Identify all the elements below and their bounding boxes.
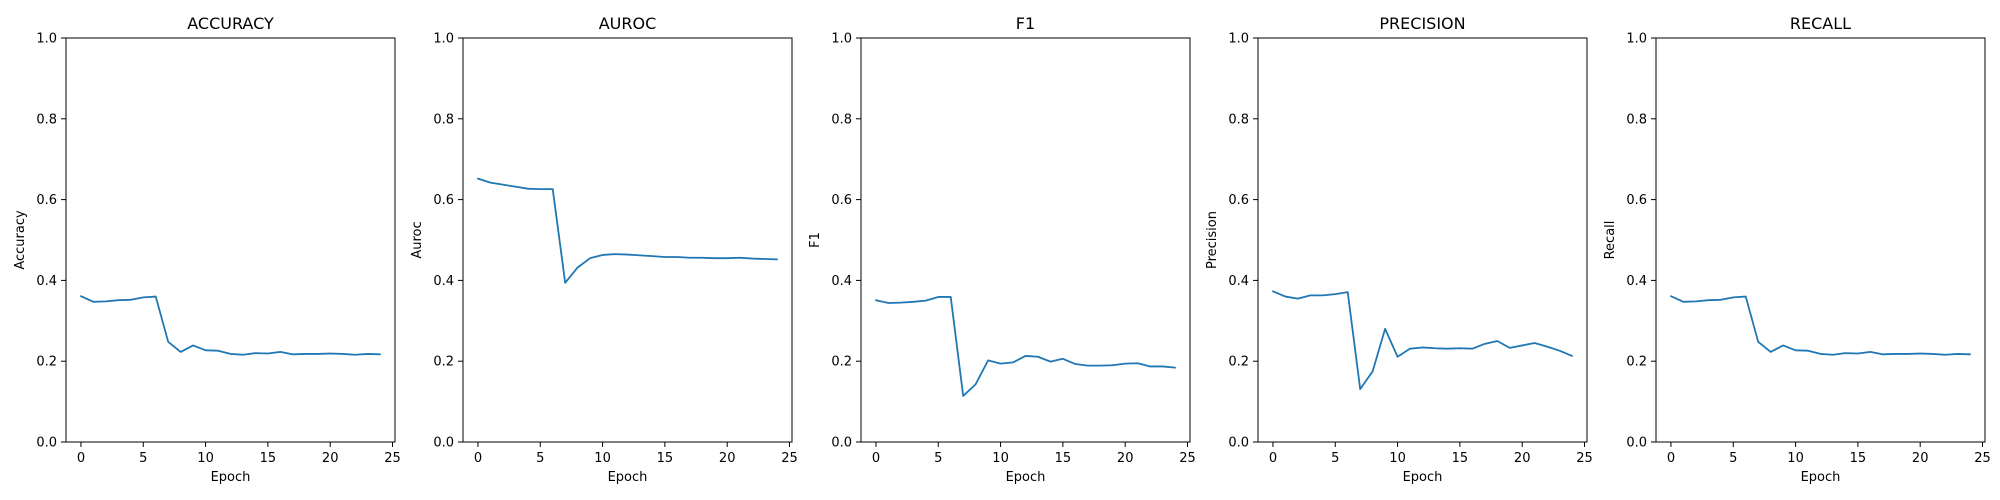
x-tick-label: 0 [1667,451,1675,466]
y-axis-label: Recall [1603,221,1618,260]
series-line [80,295,381,356]
x-tick-label: 25 [1179,451,1196,466]
axes-frame [65,37,396,443]
y-tick-label: 1.0 [36,32,57,47]
y-tick-label: 0.2 [36,355,57,370]
x-tick-label: 15 [260,451,277,466]
y-tick-label: 0.8 [433,112,454,127]
y-tick-label: 0.2 [831,355,852,370]
y-tick-label: 1.0 [1626,32,1647,47]
x-tick-label: 20 [322,451,339,466]
axes-frame [1257,37,1588,443]
axes-frame [462,37,793,443]
x-axis-label: Epoch [608,470,648,485]
x-tick-label: 20 [1117,451,1134,466]
y-tick-label: 0.6 [1626,193,1647,208]
axes-frame [860,37,1191,443]
x-tick-label: 25 [384,451,401,466]
y-tick-label: 0.4 [36,274,57,289]
series-line [875,296,1176,397]
series-line [477,177,778,284]
y-tick-label: 0.2 [1626,355,1647,370]
x-tick-label: 15 [1055,451,1072,466]
chart-title: PRECISION [1379,14,1465,33]
x-axis-label: Epoch [211,470,251,485]
y-axis-label: Precision [1205,211,1220,269]
chart-panel-recall: RECALL 0.0 0.2 0.4 0.6 0.8 1.0 0 5 10 15 20 25 Epoch R… [1603,14,1991,485]
y-tick-label: 0.8 [831,112,852,127]
x-tick-label: 15 [1850,451,1867,466]
x-tick-label: 5 [139,451,147,466]
x-tick-label: 25 [1974,451,1991,466]
y-axis-label: Auroc [410,221,425,258]
x-tick-label: 15 [657,451,674,466]
x-tick-label: 5 [1331,451,1339,466]
chart-panel-precision: PRECISION 0.0 0.2 0.4 0.6 0.8 1.0 0 5 10 15 20 25 Epo… [1205,14,1593,485]
chart-panel-accuracy: ACCURACY 0.0 0.2 0.4 0.6 0.8 1.0 0 5 10 15 20 25 Epoc… [13,14,401,485]
y-tick-label: 0.6 [1228,193,1249,208]
y-tick-label: 0.6 [433,193,454,208]
x-tick-label: 25 [781,451,798,466]
x-tick-label: 15 [1452,451,1469,466]
x-tick-label: 10 [1389,451,1406,466]
y-tick-label: 1.0 [433,32,454,47]
x-tick-label: 10 [197,451,214,466]
y-tick-label: 1.0 [831,32,852,47]
y-tick-label: 0.8 [1228,112,1249,127]
y-tick-label: 0.4 [1228,274,1249,289]
y-tick-label: 0.0 [433,436,454,451]
x-tick-label: 0 [77,451,85,466]
chart-panel-auroc: AUROC 0.0 0.2 0.4 0.6 0.8 1.0 0 5 10 15 20 25 Epoch Au… [410,14,798,485]
series-line [1670,295,1971,356]
chart-title: ACCURACY [187,14,274,33]
y-tick-label: 0.6 [831,193,852,208]
series-line [1272,290,1573,390]
chart-title: F1 [1016,14,1035,33]
x-axis-label: Epoch [1403,470,1443,485]
y-tick-label: 0.2 [433,355,454,370]
axes-frame [1655,37,1986,443]
y-tick-label: 0.6 [36,193,57,208]
y-tick-label: 0.0 [831,436,852,451]
y-tick-label: 0.0 [36,436,57,451]
chart-panel-f1: F1 0.0 0.2 0.4 0.6 0.8 1.0 0 5 10 15 20 25 Epoch F1 [808,14,1196,485]
x-tick-label: 20 [1514,451,1531,466]
chart-title: AUROC [599,14,657,33]
y-tick-label: 1.0 [1228,32,1249,47]
x-tick-label: 10 [1787,451,1804,466]
y-axis-label: Accuracy [13,210,28,270]
y-tick-label: 0.4 [433,274,454,289]
y-tick-label: 0.0 [1626,436,1647,451]
x-tick-label: 0 [474,451,482,466]
y-tick-label: 0.4 [1626,274,1647,289]
y-axis-label: F1 [808,232,823,248]
x-tick-label: 0 [1269,451,1277,466]
y-tick-label: 0.0 [1228,436,1249,451]
y-tick-label: 0.8 [36,112,57,127]
y-tick-label: 0.2 [1228,355,1249,370]
x-tick-label: 5 [934,451,942,466]
x-tick-label: 0 [872,451,880,466]
x-tick-label: 5 [536,451,544,466]
y-tick-label: 0.4 [831,274,852,289]
x-tick-label: 20 [719,451,736,466]
x-tick-label: 10 [992,451,1009,466]
x-axis-label: Epoch [1006,470,1046,485]
x-tick-label: 5 [1729,451,1737,466]
x-tick-label: 10 [594,451,611,466]
x-axis-label: Epoch [1801,470,1841,485]
chart-title: RECALL [1790,14,1851,33]
x-tick-label: 25 [1576,451,1593,466]
y-tick-label: 0.8 [1626,112,1647,127]
x-tick-label: 20 [1912,451,1929,466]
